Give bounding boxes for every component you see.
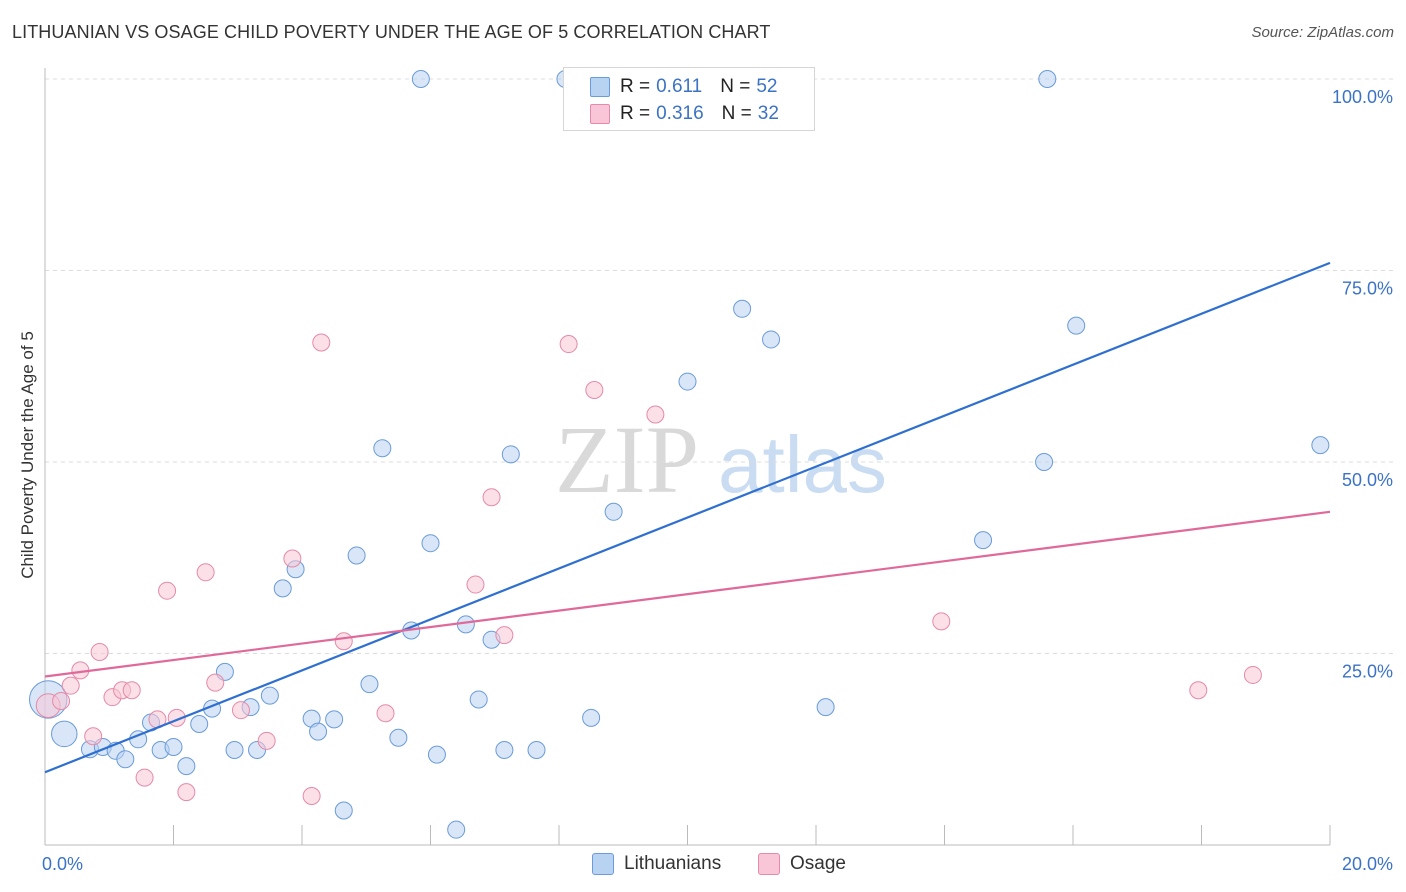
data-point-lithuanians [373,439,392,458]
data-point-osage [466,575,485,594]
data-point-osage [646,405,665,424]
data-point-lithuanians [582,708,601,727]
data-point-lithuanians [427,745,446,764]
legend-n-label: N = [720,76,751,97]
data-point-osage [52,691,71,710]
data-point-lithuanians [469,690,488,709]
stats-legend: R = 0.611 N = 52 R = 0.316 N = 32 [563,67,815,131]
y-tick-label: 75.0% [1342,279,1393,299]
data-point-osage [585,380,604,399]
data-point-osage [559,335,578,354]
data-point-lithuanians [260,686,279,705]
data-point-osage [206,673,225,692]
legend-r-value: 0.316 [656,103,704,124]
legend-n-value: 52 [756,76,778,97]
legend-swatch-lithuanians [590,77,610,97]
legend-r-label: R = [620,76,651,97]
trendline-osage [44,510,1331,678]
data-point-lithuanians [974,531,993,550]
data-point-lithuanians [411,70,430,88]
data-point-lithuanians [1067,316,1086,335]
y-axis-label: Child Poverty Under the Age of 5 [18,331,37,579]
bottom-legend-label-osage: Osage [790,853,846,874]
bottom-legend-lithuanians: Lithuanians [592,851,721,877]
data-point-osage [302,786,321,805]
legend-n-label: N = [721,103,752,124]
chart-title: LITHUANIAN VS OSAGE CHILD POVERTY UNDER … [12,22,771,42]
data-point-lithuanians [1038,70,1057,88]
data-point-lithuanians [116,750,135,769]
data-point-lithuanians [360,675,379,694]
data-point-lithuanians [273,579,292,598]
legend-n-value: 32 [757,103,779,124]
legend-r-value: 0.611 [656,76,703,97]
bottom-legend-swatch-osage [758,853,780,875]
x-tick-label: 0.0% [42,854,83,874]
data-point-osage [495,626,514,645]
data-point-lithuanians [762,330,781,349]
data-point-osage [196,563,215,582]
data-point-lithuanians [816,698,835,717]
data-point-lithuanians [604,502,623,521]
data-point-osage [158,581,177,600]
data-point-osage [90,642,109,661]
data-point-lithuanians [447,820,466,839]
data-point-osage [177,783,196,802]
data-point-lithuanians [164,737,183,756]
bottom-legend-osage: Osage [758,851,846,877]
data-point-lithuanians [501,445,520,464]
data-point-lithuanians [421,534,440,553]
data-point-lithuanians [177,757,196,776]
data-point-osage [312,333,331,352]
data-point-lithuanians [1311,436,1330,455]
legend-r-label: R = [620,103,651,124]
data-point-lithuanians [225,741,244,760]
data-point-lithuanians [678,372,697,391]
data-point-osage [932,612,951,631]
data-point-lithuanians [51,720,78,748]
legend-swatch-osage [590,104,610,124]
bottom-legend-label-lithuanians: Lithuanians [624,853,722,874]
data-point-lithuanians [733,299,752,318]
data-point-osage [257,731,276,750]
legend-row-osage: R = 0.316 N = 32 [590,102,779,126]
chart-source: Source: ZipAtlas.com [1251,24,1394,41]
y-tick-label: 25.0% [1342,662,1393,682]
data-point-lithuanians [495,741,514,760]
data-point-lithuanians [1035,453,1054,471]
data-point-lithuanians [190,714,209,733]
data-point-osage [283,549,302,568]
data-point-lithuanians [334,801,353,820]
data-point-lithuanians [347,546,366,565]
data-point-lithuanians [309,722,328,741]
data-point-osage [376,704,395,723]
watermark-zip: ZIP [555,406,699,513]
data-point-lithuanians [389,728,408,747]
data-point-osage [135,768,154,787]
data-point-osage [61,676,80,695]
data-point-osage [482,488,501,507]
trendline-lithuanians [44,261,1331,774]
data-point-osage [122,681,141,700]
data-point-osage [84,727,103,746]
y-tick-label: 50.0% [1342,470,1393,490]
data-point-osage [334,632,353,651]
y-tick-label: 100.0% [1332,87,1393,107]
data-point-osage [1189,681,1208,700]
data-point-lithuanians [325,710,344,729]
x-tick-label: 20.0% [1342,854,1393,874]
data-point-osage [1243,665,1262,684]
data-point-lithuanians [527,741,546,760]
data-point-osage [231,701,250,720]
legend-row-lithuanians: R = 0.611 N = 52 [590,75,778,99]
bottom-legend-swatch-lithuanians [592,853,614,875]
